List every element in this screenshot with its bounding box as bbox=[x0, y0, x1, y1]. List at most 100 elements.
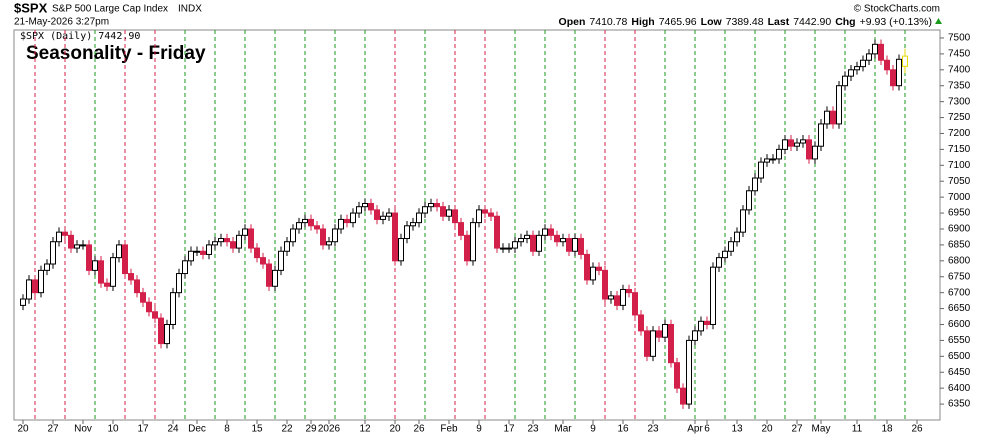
candle-body bbox=[710, 266, 716, 325]
candle-body bbox=[296, 222, 302, 230]
y-tick-label: 7050 bbox=[948, 176, 971, 187]
quote-high-label: High bbox=[631, 16, 654, 28]
candle-body bbox=[452, 209, 458, 224]
candle-body bbox=[224, 238, 230, 243]
x-tick-label: 20 bbox=[389, 424, 401, 435]
x-tick-label: 17 bbox=[503, 424, 515, 435]
candle-body bbox=[362, 203, 368, 208]
x-tick-label: 10 bbox=[107, 424, 119, 435]
candle-body bbox=[314, 225, 320, 230]
candle-body bbox=[98, 260, 104, 284]
y-tick-label: 6650 bbox=[948, 303, 971, 314]
candle-body bbox=[848, 69, 854, 77]
candle-body bbox=[434, 203, 440, 208]
x-tick-label: Nov bbox=[74, 424, 92, 435]
candle-body bbox=[650, 330, 656, 357]
candle-body bbox=[890, 69, 896, 87]
candle-body bbox=[290, 228, 296, 243]
candle-body bbox=[134, 279, 140, 294]
quote-high: 7465.96 bbox=[659, 16, 697, 28]
candle-body bbox=[830, 110, 836, 125]
y-tick-label: 7250 bbox=[948, 112, 971, 123]
candle-body bbox=[542, 228, 548, 236]
candle-body bbox=[698, 320, 704, 332]
candle-body bbox=[794, 142, 800, 147]
x-tick-label: Feb bbox=[440, 424, 458, 435]
candle-body bbox=[56, 231, 62, 243]
candle-body bbox=[548, 228, 554, 236]
candle-body bbox=[524, 234, 530, 240]
candle-body bbox=[566, 238, 572, 252]
quote-last: 7442.90 bbox=[793, 16, 831, 28]
y-tick-label: 6550 bbox=[948, 335, 971, 346]
x-tick-label: Dec bbox=[188, 424, 206, 435]
candle-body bbox=[734, 231, 740, 243]
y-tick-label: 7400 bbox=[948, 64, 971, 75]
candle-body bbox=[26, 279, 32, 300]
quote-chg-label: Chg bbox=[835, 16, 855, 28]
candle-body bbox=[488, 212, 494, 217]
timestamp: 21-May-2026 3:27pm bbox=[14, 17, 109, 28]
candle-body bbox=[626, 288, 632, 294]
candle-body bbox=[500, 247, 506, 250]
candle-body bbox=[188, 250, 194, 262]
quote-line: Open 7410.78 High 7465.96 Low 7389.48 Last 7442… bbox=[559, 16, 932, 28]
y-tick-label: 6750 bbox=[948, 271, 971, 282]
candle-body bbox=[788, 139, 794, 147]
x-tick-label: 23 bbox=[527, 424, 539, 435]
candle-body bbox=[644, 330, 650, 357]
candle-body bbox=[728, 241, 734, 252]
x-tick-label: 26 bbox=[911, 424, 923, 435]
x-tick-label: 12 bbox=[359, 424, 371, 435]
candle-body bbox=[80, 244, 86, 247]
candle-body bbox=[152, 311, 158, 319]
candle-body bbox=[494, 215, 500, 249]
candle-body bbox=[242, 228, 248, 236]
candle-body bbox=[308, 218, 314, 227]
x-tick-label: 6 bbox=[704, 424, 710, 435]
candle-body bbox=[866, 53, 872, 61]
x-tick-label: 29 bbox=[305, 424, 317, 435]
y-tick-label: 7350 bbox=[948, 80, 971, 91]
candle-body bbox=[398, 238, 404, 262]
y-tick-label: 7200 bbox=[948, 128, 971, 139]
candle-body bbox=[782, 139, 788, 150]
quote-open-label: Open bbox=[559, 16, 586, 28]
candle-body bbox=[164, 323, 170, 345]
candle-body bbox=[716, 257, 722, 268]
candle-body bbox=[620, 288, 626, 306]
candle-body bbox=[692, 330, 698, 341]
x-tick-label: 9 bbox=[476, 424, 482, 435]
x-tick-label: Apr bbox=[687, 424, 703, 435]
x-tick-label: 20 bbox=[17, 424, 29, 435]
candle-body bbox=[674, 362, 680, 389]
candle-body bbox=[92, 260, 98, 271]
candle-body bbox=[236, 234, 242, 249]
candle-body bbox=[32, 279, 38, 294]
y-tick-label: 6450 bbox=[948, 367, 971, 378]
candle-body bbox=[806, 139, 812, 160]
candle-body bbox=[194, 250, 200, 253]
exchange: INDX bbox=[178, 4, 202, 15]
y-tick-label: 7500 bbox=[948, 33, 971, 44]
y-tick-label: 6950 bbox=[948, 208, 971, 219]
candle-body bbox=[902, 55, 908, 67]
x-tick-label: 8 bbox=[224, 424, 230, 435]
candle-body bbox=[818, 123, 824, 147]
y-tick-label: 6800 bbox=[948, 255, 971, 266]
candle-body bbox=[800, 139, 806, 144]
candle-body bbox=[572, 238, 578, 252]
candle-body bbox=[140, 292, 146, 303]
candle-body bbox=[824, 110, 830, 125]
candle-body bbox=[146, 301, 152, 313]
x-tick-label: 22 bbox=[281, 424, 293, 435]
candle-body bbox=[428, 203, 434, 208]
candle-body bbox=[554, 234, 560, 243]
candle-body bbox=[116, 244, 122, 259]
candle-body bbox=[332, 228, 338, 243]
plot-frame bbox=[13, 29, 941, 421]
quote-text: Open 7410.78 High 7465.96 Low 7389.48 Last 7442… bbox=[559, 16, 932, 28]
symbol-name: S&P 500 Large Cap Index bbox=[52, 4, 168, 15]
